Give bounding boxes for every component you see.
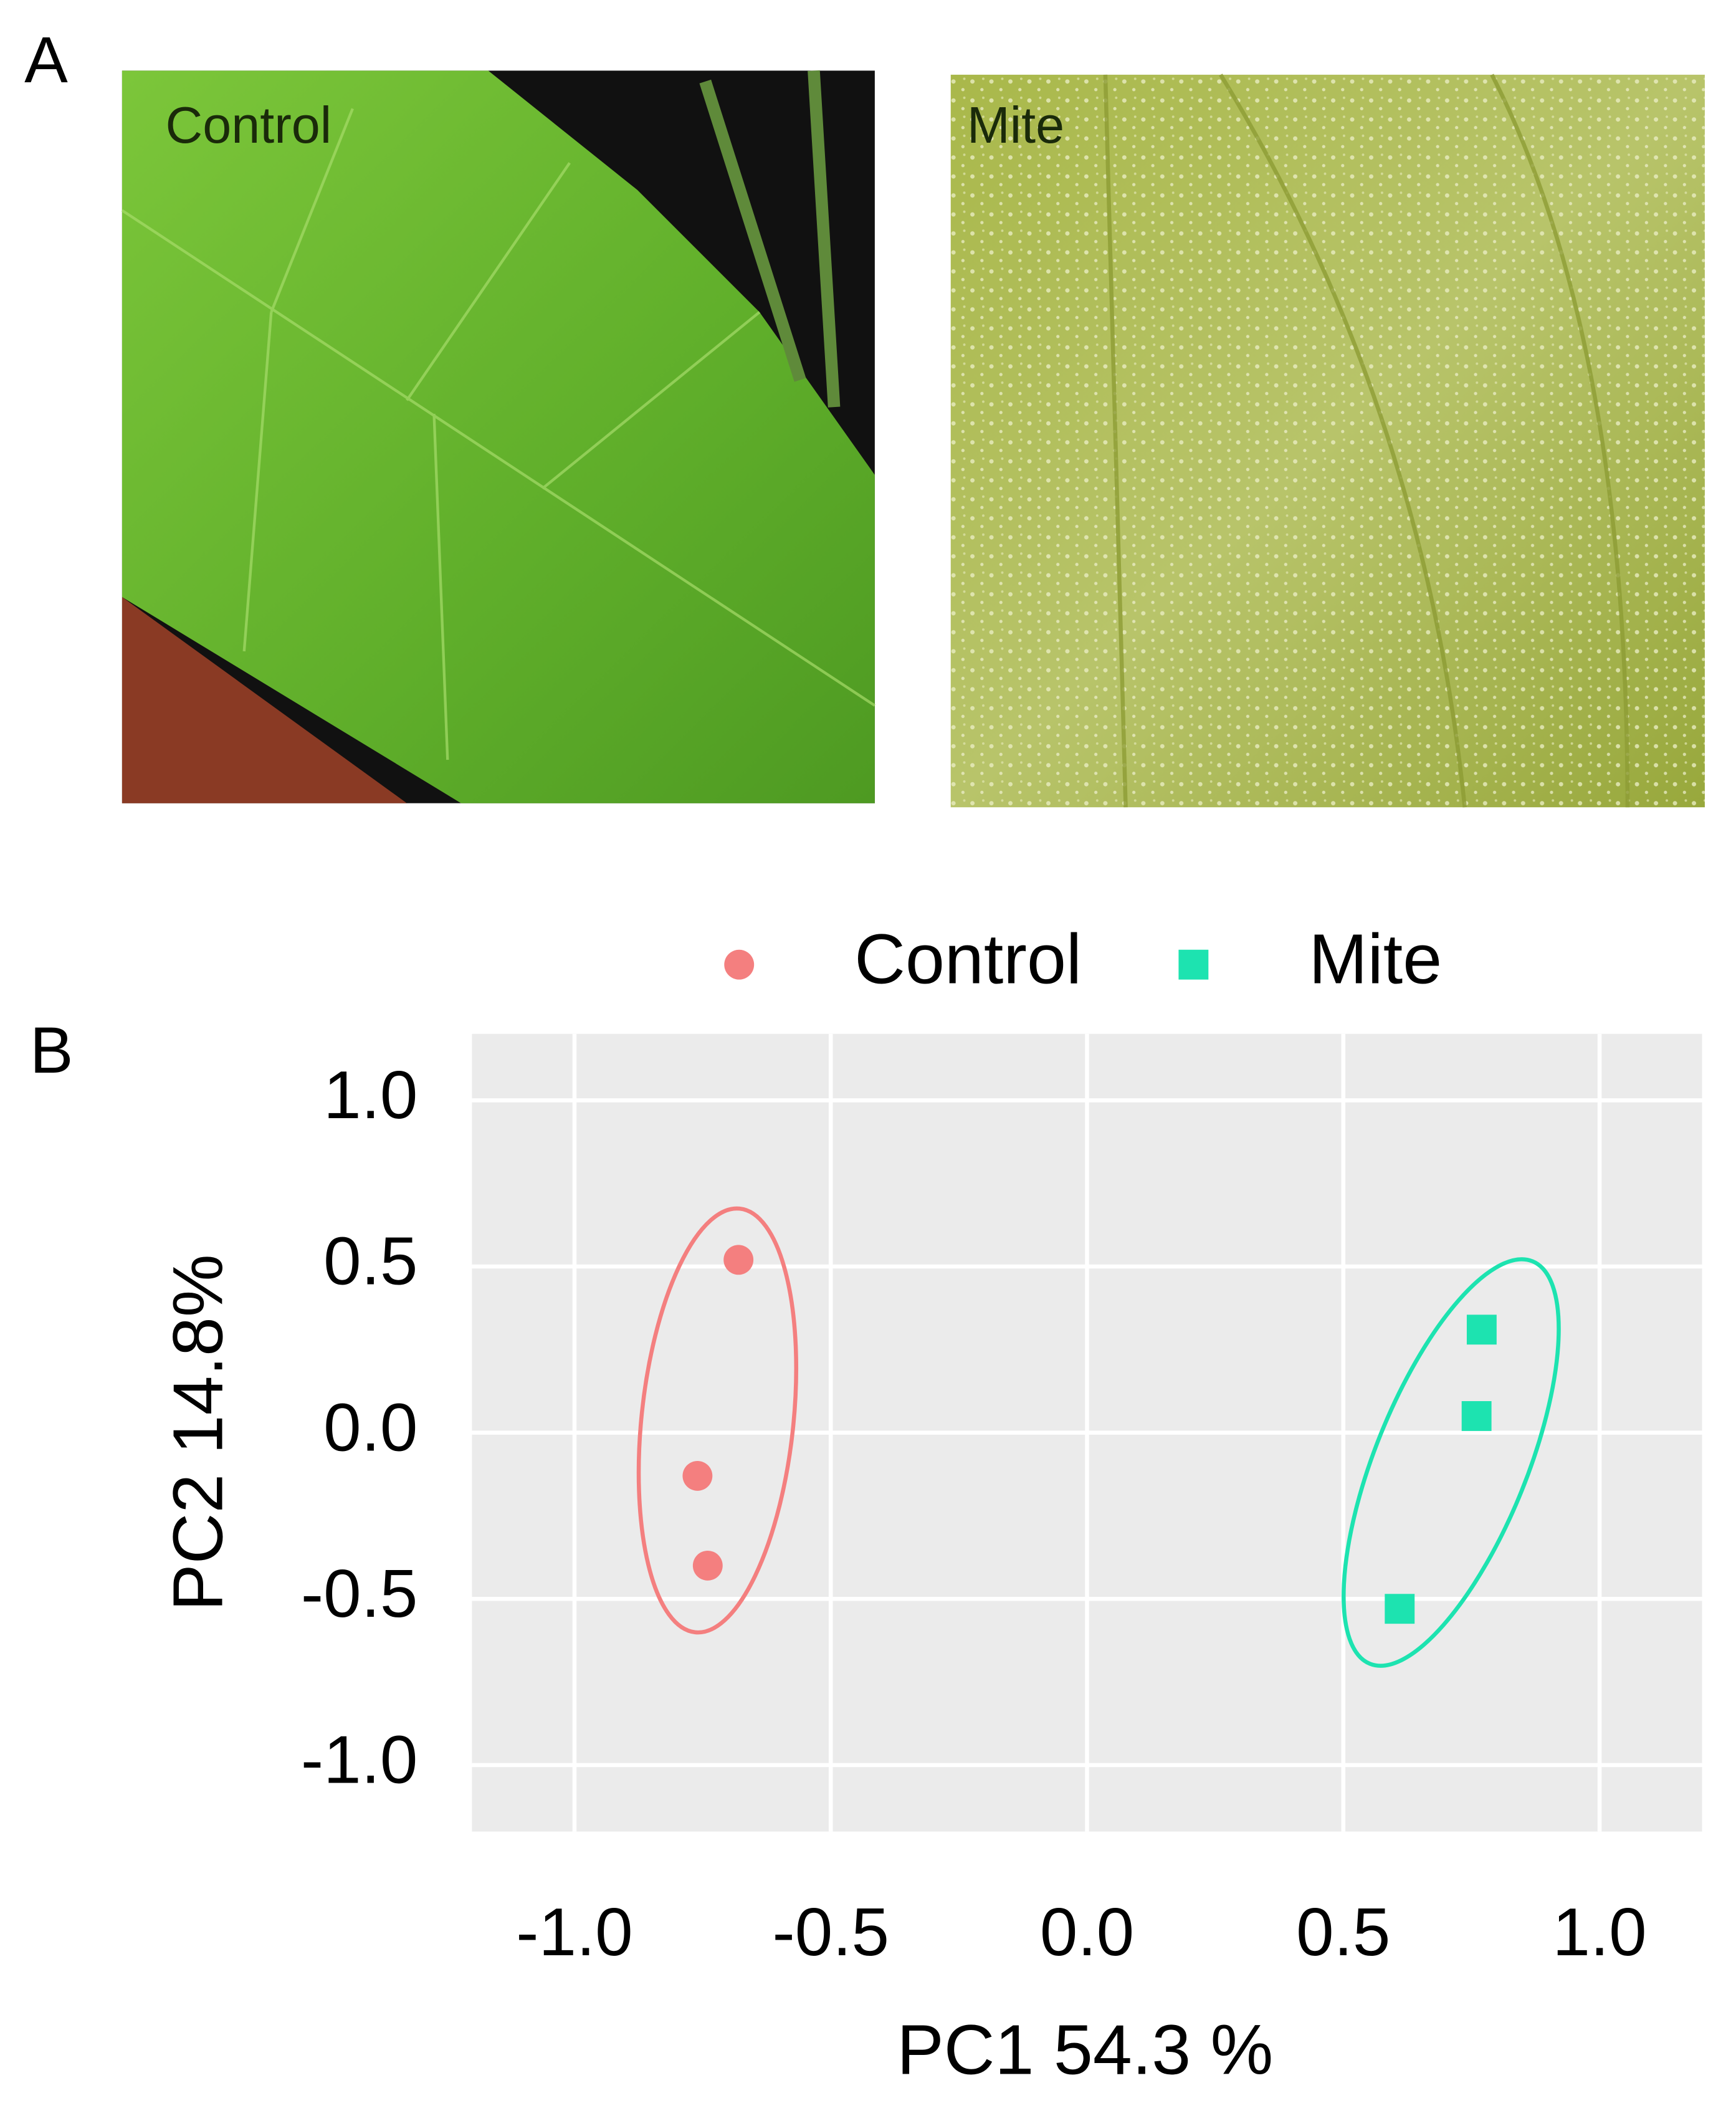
point	[692, 1550, 723, 1581]
y-axis-title: PC2 14.8%	[158, 1254, 237, 1611]
confidence-ellipse	[1342, 1257, 1561, 1668]
y-tick-label: -0.5	[301, 1556, 418, 1632]
y-tick-label: 0.5	[323, 1223, 417, 1300]
grid	[472, 1033, 1702, 1832]
y-tick-label: 0.0	[323, 1389, 417, 1465]
legend-marker	[1178, 949, 1209, 980]
photo-veins	[1103, 74, 1630, 808]
panel-label: A	[24, 24, 68, 97]
x-tick-label: 0.5	[1296, 1894, 1390, 1970]
confidence-ellipse	[636, 1206, 799, 1635]
x-axis-title: PC1 54.3 %	[897, 2011, 1273, 2089]
legend-marker	[724, 949, 755, 980]
photo-veins	[121, 108, 876, 760]
photo-speckle	[950, 74, 1705, 808]
photo-mite: Mite	[950, 74, 1705, 808]
y-tick-label: 1.0	[323, 1057, 417, 1133]
panel-label: B	[30, 1014, 74, 1087]
point	[723, 1245, 754, 1275]
y-tick-label: -1.0	[301, 1722, 418, 1798]
x-tick-label: 0.0	[1040, 1894, 1134, 1970]
point	[1385, 1594, 1415, 1624]
point	[682, 1460, 713, 1491]
x-tick-label: -0.5	[772, 1894, 889, 1970]
legend-label: Mite	[1309, 920, 1442, 998]
photo-pot	[122, 596, 407, 803]
point	[1466, 1314, 1497, 1345]
photo-leaf	[122, 70, 875, 803]
x-tick-label: 1.0	[1552, 1894, 1646, 1970]
photo-control: Control	[121, 70, 876, 803]
x-tick-label: -1.0	[516, 1894, 633, 1970]
photo-label: Control	[166, 96, 332, 154]
point	[1461, 1401, 1492, 1431]
photo-label: Mite	[967, 96, 1064, 154]
photo-stem	[699, 70, 841, 408]
legend-label: Control	[854, 920, 1082, 998]
